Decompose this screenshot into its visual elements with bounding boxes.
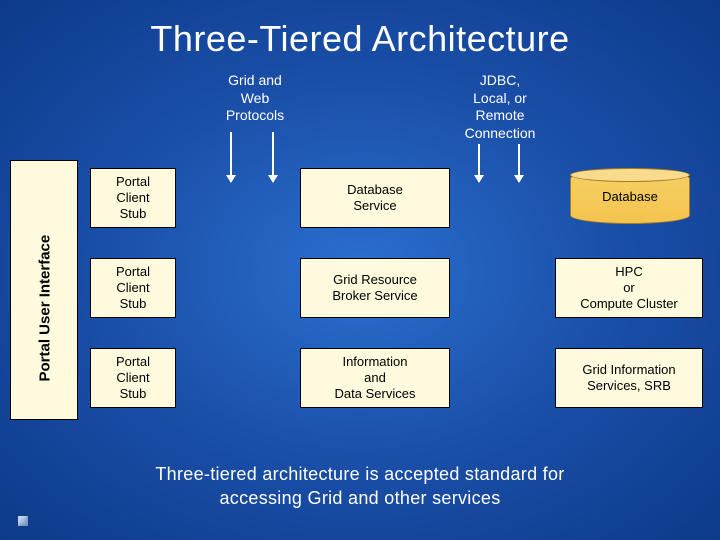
stub-box-0: Portal Client Stub xyxy=(90,168,176,228)
arrow-grid-1 xyxy=(230,132,232,182)
stub-box-2: Portal Client Stub xyxy=(90,348,176,408)
portal-ui-label: Portal User Interface xyxy=(37,202,54,382)
arrow-jdbc-2 xyxy=(518,144,520,182)
label-jdbc: JDBC, Local, or Remote Connection xyxy=(450,72,550,142)
database-label: Database xyxy=(596,189,664,205)
label-grid-web: Grid and Web Protocols xyxy=(210,72,300,125)
service-box-1: Grid Resource Broker Service xyxy=(300,258,450,318)
service-box-2: Information and Data Services xyxy=(300,348,450,408)
caption-text: Three-tiered architecture is accepted st… xyxy=(0,462,720,511)
right-box-1: HPC or Compute Cluster xyxy=(555,258,703,318)
stub-box-1: Portal Client Stub xyxy=(90,258,176,318)
right-box-2: Grid Information Services, SRB xyxy=(555,348,703,408)
slide-bullet-icon xyxy=(18,516,28,526)
arrow-jdbc-1 xyxy=(478,144,480,182)
portal-ui-container: Portal User Interface xyxy=(10,160,78,420)
database-cylinder: Database xyxy=(570,170,690,224)
arrow-grid-2 xyxy=(272,132,274,182)
page-title: Three-Tiered Architecture xyxy=(0,0,720,60)
architecture-diagram: Grid and Web Protocols JDBC, Local, or R… xyxy=(10,72,710,452)
service-box-0: Database Service xyxy=(300,168,450,228)
